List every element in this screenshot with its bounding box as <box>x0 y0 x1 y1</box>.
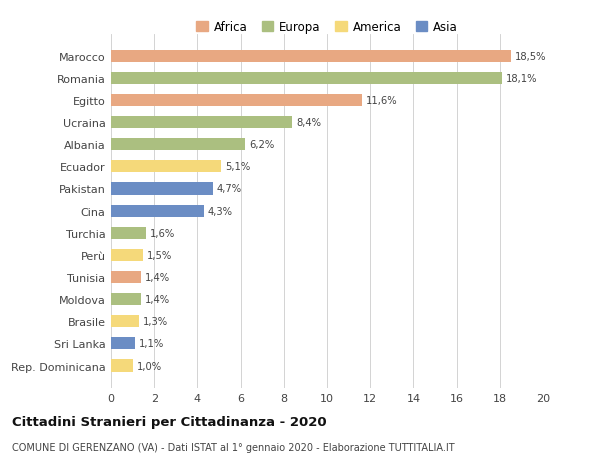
Bar <box>111 271 141 284</box>
Bar <box>111 161 221 173</box>
Text: 1,4%: 1,4% <box>145 272 170 282</box>
Text: 1,1%: 1,1% <box>139 339 164 349</box>
Text: Cittadini Stranieri per Cittadinanza - 2020: Cittadini Stranieri per Cittadinanza - 2… <box>12 415 326 428</box>
Bar <box>111 227 146 239</box>
Text: 5,1%: 5,1% <box>225 162 250 172</box>
Bar <box>111 73 502 85</box>
Bar <box>111 315 139 328</box>
Text: 6,2%: 6,2% <box>249 140 274 150</box>
Bar <box>111 360 133 372</box>
Bar <box>111 50 511 62</box>
Legend: Africa, Europa, America, Asia: Africa, Europa, America, Asia <box>196 21 458 34</box>
Text: 1,0%: 1,0% <box>136 361 161 371</box>
Bar <box>111 117 292 129</box>
Bar <box>111 293 141 306</box>
Text: 1,3%: 1,3% <box>143 317 168 326</box>
Text: 4,7%: 4,7% <box>217 184 242 194</box>
Bar <box>111 139 245 151</box>
Text: 1,6%: 1,6% <box>149 228 175 238</box>
Text: COMUNE DI GERENZANO (VA) - Dati ISTAT al 1° gennaio 2020 - Elaborazione TUTTITAL: COMUNE DI GERENZANO (VA) - Dati ISTAT al… <box>12 442 455 452</box>
Bar <box>111 205 204 217</box>
Text: 1,5%: 1,5% <box>147 250 173 260</box>
Bar <box>111 183 212 195</box>
Text: 8,4%: 8,4% <box>296 118 322 128</box>
Text: 18,1%: 18,1% <box>506 73 538 84</box>
Bar <box>111 249 143 261</box>
Bar <box>111 337 135 350</box>
Bar <box>111 95 362 107</box>
Text: 11,6%: 11,6% <box>365 96 397 106</box>
Text: 18,5%: 18,5% <box>514 51 546 62</box>
Text: 4,3%: 4,3% <box>208 206 233 216</box>
Text: 1,4%: 1,4% <box>145 295 170 304</box>
